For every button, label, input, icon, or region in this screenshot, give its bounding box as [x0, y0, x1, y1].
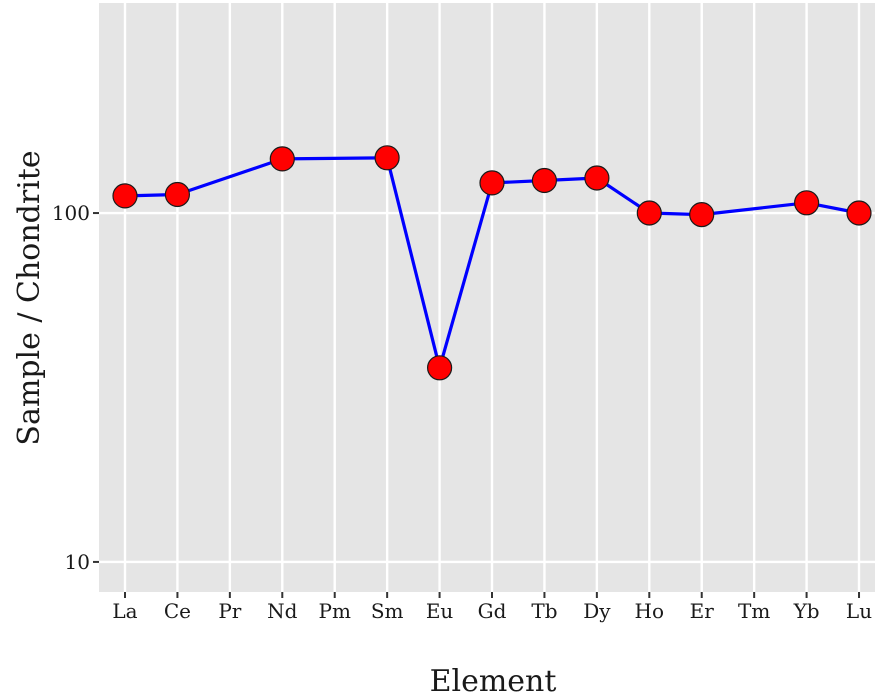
series-layer: [112, 145, 872, 381]
data-point-dy: [584, 165, 610, 191]
data-point-er: [689, 202, 715, 228]
data-point-yb: [793, 190, 820, 216]
data-point-ho: [636, 200, 662, 226]
x-tick-label-nd: Nd: [267, 599, 298, 623]
data-point-gd: [479, 170, 505, 196]
y-tick-label-100: 100: [52, 201, 90, 225]
x-axis-title: Element: [430, 664, 557, 696]
x-tick-label-ho: Ho: [635, 599, 664, 623]
grid-lines: [99, 3, 875, 592]
x-tick-label-sm: Sm: [371, 599, 404, 623]
data-point-ce: [164, 181, 190, 208]
x-tick-label-pm: Pm: [319, 599, 351, 623]
data-point-la: [112, 183, 138, 209]
x-tick-label-dy: Dy: [583, 599, 611, 623]
axis-ticks: La Ce Pr Nd Pm Sm Eu Gd Tb Dy Ho Er Tm Yb Lu 10 100: [52, 201, 872, 623]
x-tick-label-tm: Tm: [738, 599, 770, 623]
y-axis-title: Sample / Chondrite: [12, 150, 47, 445]
series-line-0: [124, 156, 860, 370]
data-point-lu: [846, 200, 872, 226]
x-tick-label-gd: Gd: [478, 599, 507, 623]
x-tick-label-eu: Eu: [426, 599, 454, 623]
y-tick-label-10: 10: [65, 550, 90, 574]
x-tick-label-pr: Pr: [218, 599, 241, 623]
x-tick-label-lu: Lu: [846, 599, 872, 623]
plot-panel: [99, 3, 875, 592]
data-point-eu: [427, 355, 453, 381]
data-point-sm: [374, 145, 400, 171]
x-tick-label-er: Er: [690, 599, 715, 623]
data-point-nd: [269, 146, 295, 172]
data-point-tb: [531, 167, 558, 194]
x-tick-label-yb: Yb: [793, 599, 820, 623]
x-tick-label-ce: Ce: [164, 599, 191, 623]
x-tick-label-la: La: [112, 599, 137, 623]
x-tick-label-tb: Tb: [531, 599, 557, 623]
